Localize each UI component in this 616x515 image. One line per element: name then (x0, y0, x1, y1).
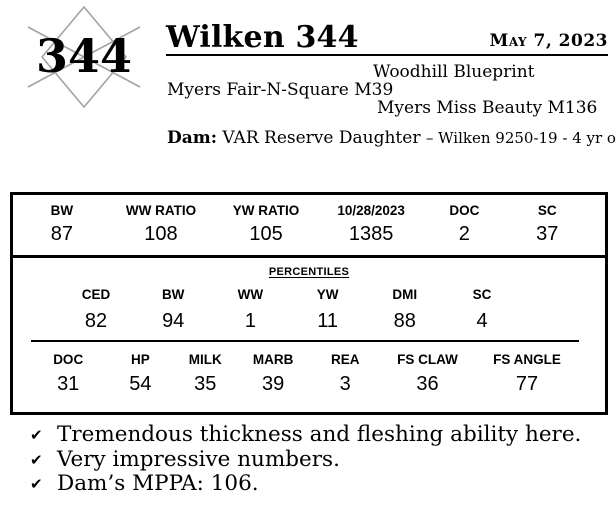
cell-value: 77 (515, 373, 539, 395)
note-text: Very impressive numbers. (57, 446, 340, 472)
check-icon: ✔ (30, 426, 43, 444)
dam-line: Dam: VAR Reserve Daughter – Wilken 9250-… (167, 128, 616, 148)
performance-section: BW WW RATIO YW RATIO 10/28/2023 DOC SC 8… (13, 195, 605, 247)
cell-value: 105 (249, 223, 283, 245)
list-item: ✔ Dam’s MPPA: 106. (30, 471, 581, 497)
list-item: ✔ Tremendous thickness and fleshing abil… (30, 422, 582, 448)
column-header: DOC (449, 203, 480, 218)
column-header: YW (316, 287, 339, 302)
epd-table: BW WW RATIO YW RATIO 10/28/2023 DOC SC 8… (10, 192, 608, 415)
cell-value: 88 (393, 310, 416, 332)
percentiles-title: PERCENTILES (268, 266, 350, 278)
cell-value: 11 (317, 310, 338, 332)
subsection-divider (31, 340, 579, 342)
percentiles-section: PERCENTILES CED BW WW YW DMI SC 82 94 1 … (13, 262, 605, 334)
epd-value-row: 31 54 35 39 3 36 77 (13, 371, 605, 397)
column-header: SC (472, 287, 492, 302)
column-header: FS CLAW (397, 352, 458, 367)
notes-list: ✔ Tremendous thickness and fleshing abil… (30, 422, 582, 497)
cell-value: 36 (416, 373, 439, 395)
sire-granddam: Myers Miss Beauty M136 (377, 98, 598, 118)
dam-detail: – Wilken 9250-19 - 4 yr old (425, 129, 616, 147)
epd-section: DOC HP MILK MARB REA FS CLAW FS ANGLE 31… (13, 351, 605, 397)
cell-value: 54 (129, 373, 152, 395)
percentiles-title-row: PERCENTILES (13, 262, 605, 280)
epd-header-row: DOC HP MILK MARB REA FS CLAW FS ANGLE (13, 351, 605, 369)
section-divider (13, 255, 605, 258)
column-header: REA (330, 352, 360, 367)
sire-name: Myers Fair-N-Square M39 (167, 80, 394, 100)
lot-mark-diamond-icon: 344 (27, 5, 141, 109)
column-header: SC (537, 203, 557, 218)
column-header: MILK (188, 352, 222, 367)
sale-date: May 7, 2023 (489, 31, 608, 51)
cell-value: 2 (458, 223, 470, 245)
cell-value: 94 (162, 310, 185, 332)
column-header: YW RATIO (232, 203, 300, 218)
cell-value: 1 (244, 310, 256, 332)
percentiles-header-row: CED BW WW YW DMI SC (13, 286, 605, 304)
cell-value: 35 (194, 373, 217, 395)
cell-value: 37 (536, 223, 559, 245)
performance-value-row: 87 108 105 1385 2 37 (13, 221, 605, 247)
lot-mark: 344 (8, 2, 148, 114)
column-header: DOC (53, 352, 84, 367)
list-item: ✔ Very impressive numbers. (30, 446, 581, 473)
page-title: Wilken 344 (166, 20, 359, 55)
column-header: HP (130, 352, 150, 367)
lot-number: 344 (36, 29, 132, 83)
sire-grandsire: Woodhill Blueprint (373, 62, 535, 82)
check-icon: ✔ (30, 450, 43, 469)
dam-name: VAR Reserve Daughter (217, 128, 426, 148)
column-header: BW (161, 287, 185, 302)
column-header: 10/28/2023 (337, 203, 405, 218)
column-header: BW (50, 203, 74, 218)
cell-value: 82 (84, 310, 108, 332)
percentiles-value-row: 82 94 1 11 88 4 (13, 308, 605, 334)
column-header: FS ANGLE (493, 352, 561, 367)
column-header: MARB (252, 352, 294, 367)
cell-value: 1385 (348, 223, 394, 245)
cell-value: 31 (57, 373, 80, 395)
check-icon: ✔ (30, 475, 43, 493)
column-header: DMI (392, 287, 418, 302)
note-text: Dam’s MPPA: 106. (57, 471, 259, 496)
column-header: CED (81, 287, 111, 302)
cell-value: 4 (476, 310, 488, 332)
cell-value: 87 (50, 223, 73, 245)
column-header: WW RATIO (125, 203, 197, 218)
cell-value: 3 (339, 373, 351, 395)
cell-value: 108 (144, 223, 178, 245)
column-header: WW (237, 287, 264, 302)
note-text: Tremendous thickness and fleshing abilit… (57, 422, 582, 447)
performance-header-row: BW WW RATIO YW RATIO 10/28/2023 DOC SC (13, 202, 605, 220)
dam-label: Dam: (167, 128, 218, 148)
cell-value: 39 (261, 373, 285, 395)
header: Wilken 344 May 7, 2023 (166, 11, 608, 56)
